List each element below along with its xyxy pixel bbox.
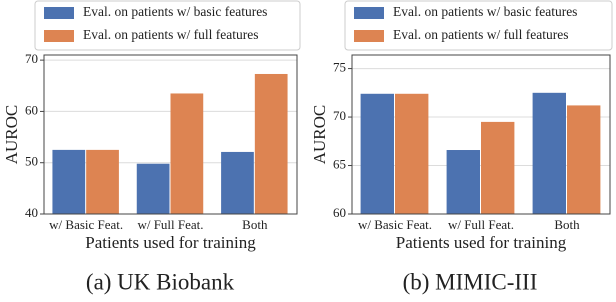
bar (136, 163, 170, 214)
y-axis-label: AUROC (310, 105, 329, 165)
x-tick-label: Both (242, 217, 268, 232)
y-tick-label: 50 (25, 154, 38, 169)
legend-swatch (44, 30, 74, 42)
y-tick-label: 75 (333, 60, 346, 75)
bar (567, 105, 601, 214)
bar (86, 149, 119, 214)
legend-swatch (44, 7, 74, 19)
bar (395, 93, 429, 214)
legend-label: Eval. on patients w/ basic features (83, 4, 267, 19)
legend-box (344, 0, 613, 51)
x-axis-label: Patients used for training (85, 233, 256, 252)
x-tick-label: w/ Basic Feat. (358, 217, 432, 232)
plot-frame (43, 54, 298, 215)
y-tick-label: 70 (25, 51, 38, 66)
y-tick-label: 60 (333, 205, 346, 220)
plot-frame (351, 54, 611, 215)
x-tick-label: w/ Basic Feat. (49, 217, 123, 232)
legend-label: Eval. on patients w/ full features (83, 27, 258, 42)
x-tick-label: Both (554, 217, 580, 232)
bar (446, 150, 480, 214)
bar (221, 151, 254, 214)
y-axis-label: AUROC (2, 105, 21, 165)
legend-label: Eval. on patients w/ full features (393, 27, 568, 42)
y-tick-label: 65 (333, 157, 346, 172)
bar (481, 121, 515, 214)
legend-box (34, 0, 301, 51)
caption: (a) UK Biobank (86, 269, 235, 294)
caption: (b) MIMIC-III (403, 269, 538, 294)
x-tick-label: w/ Full Feat. (448, 217, 514, 232)
y-tick-label: 60 (25, 102, 38, 117)
bar (360, 93, 394, 214)
bar (52, 149, 86, 214)
y-tick-label: 40 (25, 205, 38, 220)
bar (532, 92, 566, 214)
y-tick-label: 70 (333, 108, 346, 123)
x-axis-label: Patients used for training (396, 233, 567, 252)
legend-label: Eval. on patients w/ basic features (393, 4, 577, 19)
legend-swatch (354, 7, 384, 19)
legend-swatch (354, 30, 384, 42)
bar (254, 73, 288, 214)
x-tick-label: w/ Full Feat. (137, 217, 203, 232)
bar (170, 93, 204, 214)
